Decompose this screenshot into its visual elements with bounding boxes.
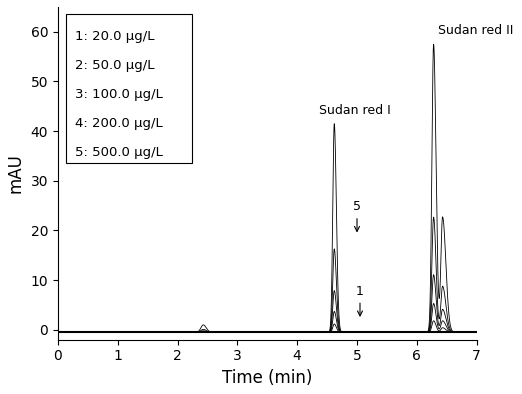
Y-axis label: mAU: mAU (7, 153, 25, 193)
Text: 1: 1 (356, 284, 364, 316)
Text: Sudan red II: Sudan red II (438, 24, 514, 37)
X-axis label: Time (min): Time (min) (222, 369, 313, 387)
Text: 5: 5 (353, 200, 361, 231)
Text: Sudan red I: Sudan red I (319, 104, 391, 117)
